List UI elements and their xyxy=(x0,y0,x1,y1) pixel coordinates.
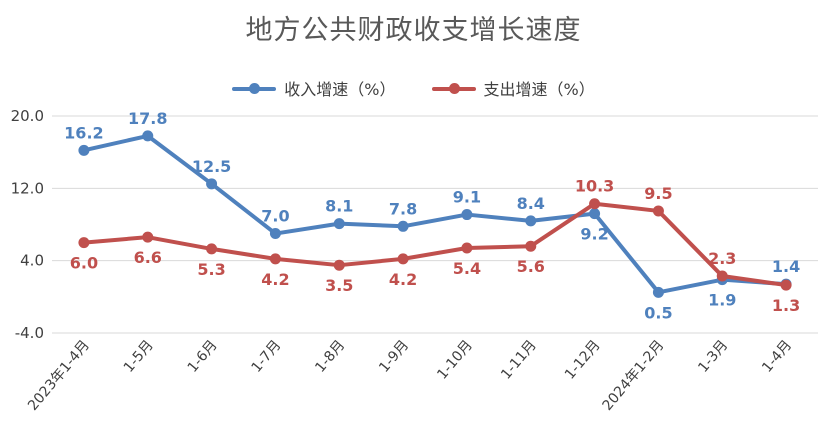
data-point xyxy=(397,253,409,265)
legend: 收入增速（%） 支出增速（%） xyxy=(0,76,827,100)
data-point xyxy=(780,279,792,291)
data-point xyxy=(206,243,218,255)
data-label: 12.5 xyxy=(192,157,231,176)
data-label: 9.2 xyxy=(580,225,608,244)
data-point xyxy=(716,270,728,282)
data-point xyxy=(589,208,601,220)
x-tick-label: 1-12月 xyxy=(562,337,604,382)
x-tick-label: 1-5月 xyxy=(121,337,157,376)
data-point xyxy=(269,228,281,240)
x-tick-label: 2024年1-2月 xyxy=(600,337,668,414)
data-point xyxy=(461,209,473,221)
x-tick-label: 1-9月 xyxy=(376,337,412,376)
data-label: 1.3 xyxy=(772,296,800,315)
data-label: 0.5 xyxy=(644,303,672,322)
x-tick-label: 1-3月 xyxy=(695,337,731,376)
data-label: 7.8 xyxy=(389,199,417,218)
y-tick-label: -4.0 xyxy=(15,324,44,342)
data-label: 10.3 xyxy=(575,177,614,196)
x-tick-label: 1-8月 xyxy=(312,337,348,376)
data-point xyxy=(78,237,90,249)
data-label: 1.4 xyxy=(772,257,800,276)
data-label: 5.3 xyxy=(197,260,225,279)
data-label: 17.8 xyxy=(128,109,167,128)
data-point xyxy=(333,259,345,271)
legend-item-revenue: 收入增速（%） xyxy=(232,76,396,100)
data-label: 8.1 xyxy=(325,197,353,216)
data-label: 8.4 xyxy=(517,194,545,213)
x-tick-label: 2023年1-4月 xyxy=(25,337,93,414)
series-line-1 xyxy=(81,201,789,288)
data-point xyxy=(652,205,664,217)
x-tick-label: 1-11月 xyxy=(498,337,540,382)
data-label: 4.2 xyxy=(261,270,289,289)
data-point xyxy=(397,220,409,232)
data-label: 16.2 xyxy=(64,123,103,142)
series-line-0 xyxy=(81,133,789,295)
data-point xyxy=(142,231,154,243)
data-point xyxy=(652,286,664,298)
legend-swatch-revenue xyxy=(232,81,277,95)
data-point xyxy=(333,218,345,230)
y-tick-label: 20.0 xyxy=(11,107,44,125)
x-tick-label: 1-4月 xyxy=(759,337,795,376)
y-tick-label: 12.0 xyxy=(11,179,44,197)
data-point xyxy=(525,215,537,227)
data-label: 1.9 xyxy=(708,291,736,310)
data-label: 7.0 xyxy=(261,207,289,226)
data-point xyxy=(269,253,281,265)
x-tick-label: 1-7月 xyxy=(249,337,285,376)
data-point xyxy=(525,240,537,252)
data-label: 9.1 xyxy=(453,188,481,207)
data-label: 2.3 xyxy=(708,249,736,268)
chart-title: 地方公共财政收支增长速度 xyxy=(245,15,582,46)
legend-swatch-expenditure xyxy=(431,81,476,95)
data-point xyxy=(78,144,90,156)
data-label: 6.0 xyxy=(70,254,98,273)
data-label: 5.4 xyxy=(453,259,481,278)
x-tick-label: 1-10月 xyxy=(434,337,476,382)
y-tick-label: 4.0 xyxy=(20,252,44,270)
data-point xyxy=(142,130,154,142)
data-label: 4.2 xyxy=(389,270,417,289)
data-label: 9.5 xyxy=(644,184,672,203)
data-label: 3.5 xyxy=(325,276,353,295)
data-label: 5.6 xyxy=(517,257,545,276)
data-point xyxy=(206,178,218,190)
data-label: 6.6 xyxy=(134,248,162,267)
legend-label-revenue: 收入增速（%） xyxy=(284,80,396,99)
x-tick-label: 1-6月 xyxy=(185,337,221,376)
legend-label-expenditure: 支出增速（%） xyxy=(483,80,595,99)
legend-item-expenditure: 支出增速（%） xyxy=(431,76,595,100)
data-point xyxy=(461,242,473,254)
data-point xyxy=(589,198,601,210)
